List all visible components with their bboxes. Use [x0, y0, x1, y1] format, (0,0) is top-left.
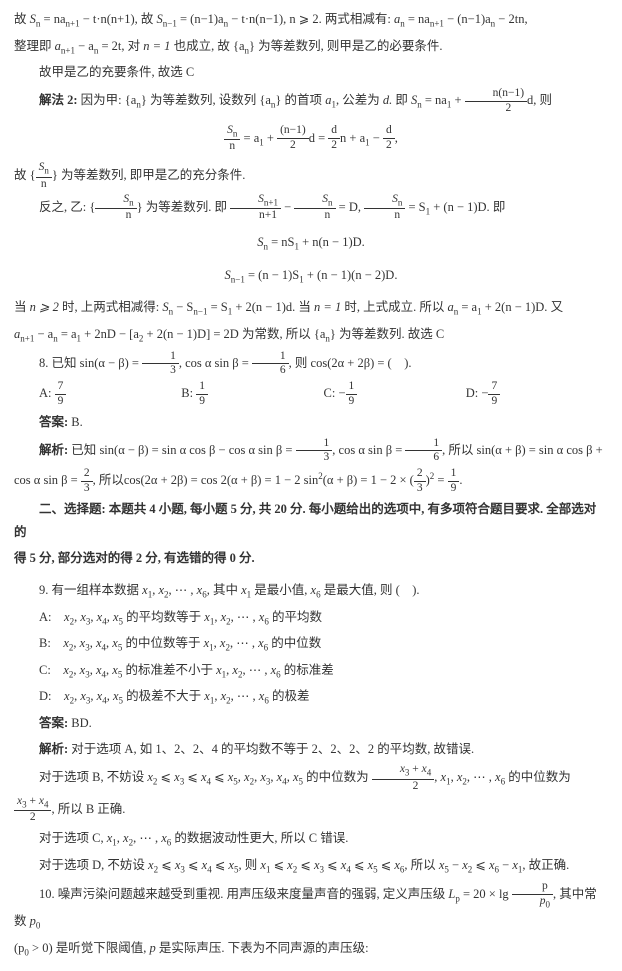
solution: x3 + x42, 所以 B 正确. — [14, 795, 608, 825]
solution: 解析: 对于选项 A, 如 1、2、2、4 的平均数不等于 2、2、2、2 的平… — [14, 738, 608, 762]
formula: Snn = a1 + (n−1)2d = d2n + a1 − d2, — [14, 124, 608, 154]
options: A: 79 B: 19 C: −19 D: −79 — [39, 380, 608, 409]
section-title: 得 5 分, 部分选对的得 2 分, 有选错的得 0 分. — [14, 547, 608, 571]
answer: 答案: B. — [14, 411, 608, 435]
option-b: B: x2, x3, x4, x5 的中位数等于 x1, x2, ⋯ , x6 … — [14, 632, 608, 657]
option-d: D: x2, x3, x4, x5 的极差不大于 x1, x2, ⋯ , x6 … — [14, 685, 608, 710]
question-10: (p0 > 0) 是听觉下限阈值, p 是实际声压. 下表为不同声源的声压级: — [14, 937, 608, 962]
question-8: 8. 已知 sin(α − β) = 13, cos α sin β = 16,… — [14, 350, 608, 379]
question-9: 9. 有一组样本数据 x1, x2, ⋯ , x6, 其中 x1 是最小值, x… — [14, 579, 608, 604]
text-line: 故 Sn = nan+1 − t·n(n+1), 故 Sn−1 = (n−1)a… — [14, 8, 608, 33]
text-line: 整理即 an+1 − an = 2t, 对 n = 1 也成立, 故 {an} … — [14, 35, 608, 60]
solution: 解析: 已知 sin(α − β) = sin α cos β − cos α … — [14, 437, 608, 466]
formula: Sn−1 = (n − 1)S1 + (n − 1)(n − 2)D. — [14, 264, 608, 289]
question-10: 10. 噪声污染问题越来越受到重视. 用声压级来度量声音的强弱, 定义声压级 L… — [14, 880, 608, 934]
option-a: A: x2, x3, x4, x5 的平均数等于 x1, x2, ⋯ , x6 … — [14, 606, 608, 631]
text-line: an+1 − an = a1 + 2nD − [a2 + 2(n − 1)D] … — [14, 323, 608, 348]
solution: 对于选项 B, 不妨设 x2 ⩽ x3 ⩽ x4 ⩽ x5, x2, x3, x… — [14, 763, 608, 793]
section-title: 二、选择题: 本题共 4 小题, 每小题 5 分, 共 20 分. 每小题给出的… — [14, 498, 608, 546]
solution: cos α sin β = 23, 所以cos(2α + 2β) = cos 2… — [14, 467, 608, 496]
text-line: 反之, 乙: {Snn} 为等差数列. 即 Sn+1n+1 − Snn = D,… — [14, 193, 608, 223]
text-line: 当 n ⩾ 2 时, 上两式相减得: Sn − Sn−1 = S1 + 2(n … — [14, 296, 608, 321]
option-c: C: x2, x3, x4, x5 的标准差不小于 x1, x2, ⋯ , x6… — [14, 659, 608, 684]
text-line: 故 {Snn} 为等差数列, 即甲是乙的充分条件. — [14, 161, 608, 191]
solution: 对于选项 D, 不妨设 x2 ⩽ x3 ⩽ x4 ⩽ x5, 则 x1 ⩽ x2… — [14, 854, 608, 879]
solution: 对于选项 C, x1, x2, ⋯ , x6 的数据波动性更大, 所以 C 错误… — [14, 827, 608, 852]
formula: Sn = nS1 + n(n − 1)D. — [14, 231, 608, 256]
answer: 答案: BD. — [14, 712, 608, 736]
text-line: 解法 2: 因为甲: {an} 为等差数列, 设数列 {an} 的首项 a1, … — [14, 87, 608, 116]
text-line: 故甲是乙的充要条件, 故选 C — [14, 61, 608, 85]
